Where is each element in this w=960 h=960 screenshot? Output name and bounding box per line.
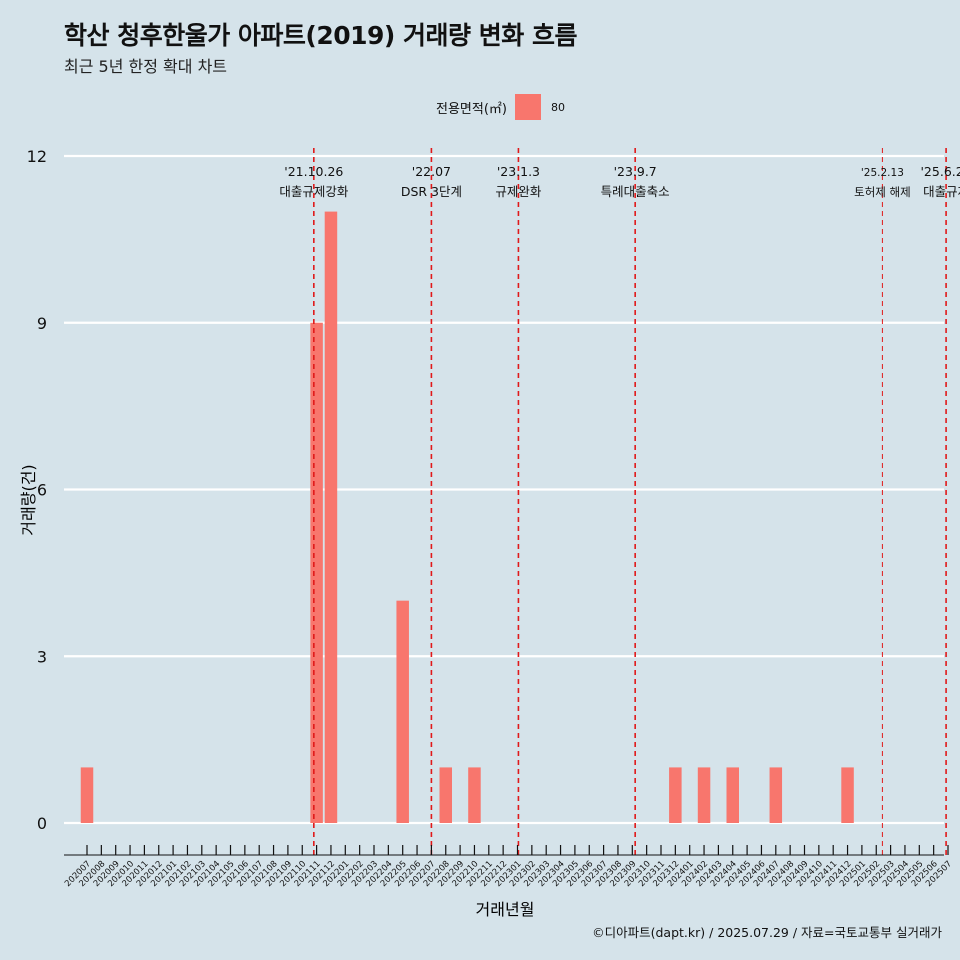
chart-subtitle: 최근 5년 한정 확대 차트: [64, 57, 228, 76]
bar: [324, 211, 338, 824]
event-date-label: '21.10.26: [284, 164, 343, 179]
event-date-label: '23.9.7: [614, 164, 657, 179]
x-axis: 2020072020082020092020102020112020122021…: [63, 845, 954, 889]
legend-item-label: 80: [550, 100, 565, 114]
event-label: DSR 3단계: [401, 184, 462, 199]
legend: 전용면적(㎡) 80: [436, 94, 565, 120]
y-tick-label: 6: [37, 481, 47, 500]
y-tick-label: 12: [27, 147, 47, 166]
event-date-label: '25.6.27: [921, 164, 960, 179]
bar: [697, 767, 711, 823]
bar: [726, 767, 739, 823]
bar: [769, 767, 783, 823]
event-lines: '21.10.26 대출규제강화 '22.07 DSR 3단계 '23.1.3 규제완화 '…: [279, 148, 960, 855]
event-date-label: '22.07: [412, 164, 451, 179]
y-axis-ticks: 0 3 6 9 12: [27, 147, 47, 833]
event-label: 특례대출축소: [601, 184, 670, 199]
grid-lines: [64, 154, 944, 825]
bar: [841, 767, 854, 823]
bar: [80, 767, 94, 823]
event-label: 대출규제강화: [279, 184, 349, 199]
y-tick-label: 9: [37, 314, 47, 333]
y-axis-label: 거래량(건): [19, 464, 38, 535]
legend-swatch: [514, 94, 541, 120]
bar: [669, 767, 682, 823]
bar: [468, 767, 481, 823]
legend-title: 전용면적(㎡): [436, 101, 507, 117]
bar: [396, 600, 409, 823]
event-label: 규제완화: [495, 184, 542, 199]
bars: [80, 211, 854, 824]
event-date-label: '25.2.13: [861, 167, 904, 179]
y-tick-label: 0: [37, 814, 47, 833]
event-label: 대출규제: [923, 184, 960, 199]
source-caption: ©디아파트(dapt.kr) / 2025.07.29 / 자료=국토교통부 실…: [592, 925, 942, 940]
chart-title: 학산 청후한울가 아파트(2019) 거래량 변화 흐름: [64, 21, 577, 50]
y-tick-label: 3: [37, 647, 47, 666]
x-axis-label: 거래년월: [476, 900, 535, 919]
bar: [439, 767, 452, 823]
event-date-label: '23.1.3: [497, 164, 540, 179]
bar: [310, 322, 323, 823]
event-label: 토허제 해제: [854, 185, 911, 199]
